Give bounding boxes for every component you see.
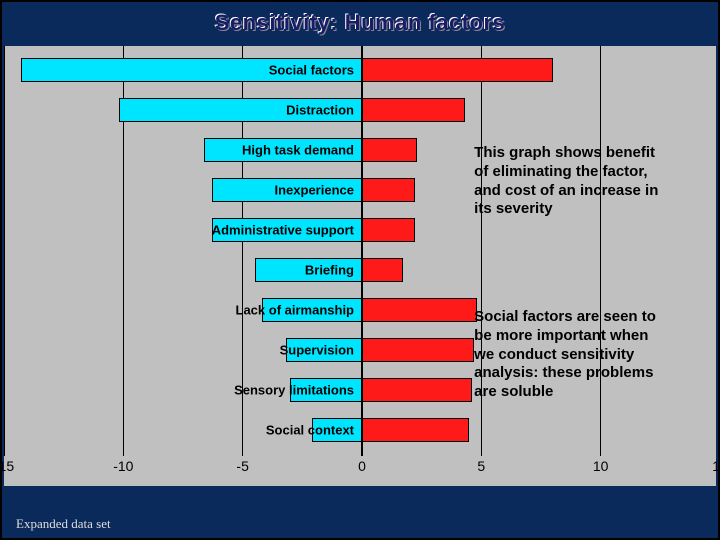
bar-row: Distraction [4,98,716,122]
bar-label: Social context [266,423,354,438]
bar-label: Lack of airmanship [236,303,354,318]
bar-label: Inexperience [275,183,355,198]
x-tick-label: 15 [712,458,720,474]
bar-label: Administrative support [212,223,354,238]
bar-positive [362,138,417,162]
footer-label: Expanded data set [16,516,111,532]
x-tick-label: 5 [477,458,485,474]
x-tick-label: 0 [358,458,366,474]
bar-positive [362,258,403,282]
bar-positive [362,418,469,442]
annotation-text: This graph shows benefit of eliminating … [474,144,659,219]
bar-row: Social factors [4,58,716,82]
x-tick-label: -5 [236,458,248,474]
bar-positive [362,58,553,82]
bar-positive [362,98,465,122]
bar-row: Administrative support [4,218,716,242]
bar-row: Briefing [4,258,716,282]
bar-positive [362,298,477,322]
chart-area: -15-10-5051015Social factorsDistractionH… [4,46,716,486]
bar-label: Sensory limitations [234,383,354,398]
bar-label: Social factors [269,63,354,78]
bar-positive [362,218,415,242]
slide: Sensitivity: Human factors -15 -10 -5 0 5 10 1… [0,0,720,540]
bar-label: Briefing [305,263,354,278]
plot-area: -15-10-5051015Social factorsDistractionH… [4,46,716,486]
bar-positive [362,338,474,362]
page-title: Sensitivity: Human factors [2,10,718,36]
x-tick-label: -10 [113,458,133,474]
annotation-text: Social factors are seen to be more impor… [474,308,664,402]
bar-label: Supervision [280,343,354,358]
bar-positive [362,378,472,402]
bar-row: Social context [4,418,716,442]
bar-label: High task demand [242,143,354,158]
bar-positive [362,178,415,202]
x-tick-label: 10 [593,458,609,474]
bar-label: Distraction [286,103,354,118]
x-tick-label: -15 [0,458,14,474]
